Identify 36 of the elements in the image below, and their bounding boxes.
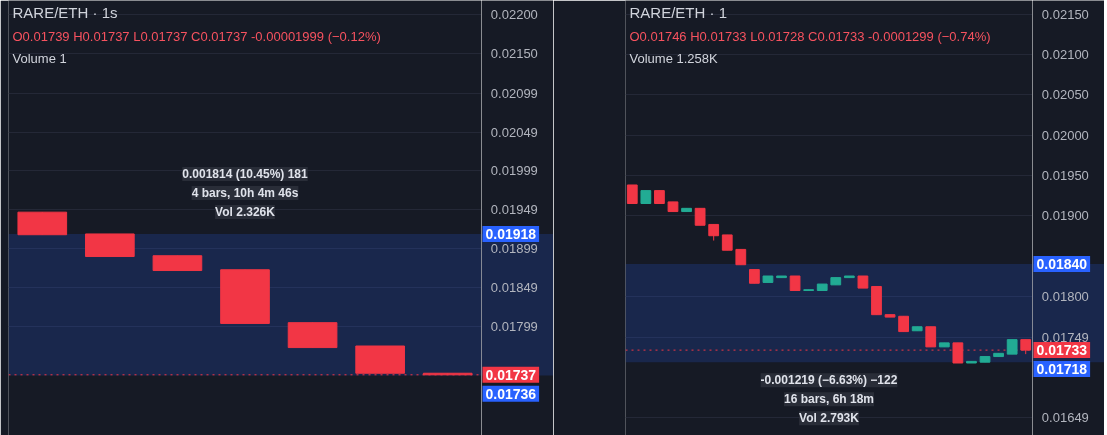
y-tick-label: 0.01749 [1041,329,1089,345]
y-tick-label: 0.01849 [490,280,538,296]
annotation: -0.001219 (−6.63%) −122 [760,373,898,388]
annotation: 0.001814 (10.45%) 181 [182,166,309,181]
annotation: Volume 1 [12,51,67,66]
chart-title: RARE/ETH · 1s [12,4,118,21]
y-tick-label: 0.02150 [1041,6,1089,22]
y-tick-label: 0.02049 [490,124,538,140]
chart-title: RARE/ETH · 1 [629,4,728,21]
annotation: 16 bars, 6h 18m [783,392,875,407]
y-tick-label: 0.02100 [1041,46,1089,62]
text: 0.01840 [1036,255,1088,272]
ref-line-label: 0.01737 [485,366,537,383]
y-tick-label: 0.02200 [490,7,538,23]
y-tick-label: 0.01900 [1041,208,1089,224]
text: 0.01718 [1036,361,1088,378]
annotation: Vol 2.326K [215,204,276,219]
y-tick-label: 0.01649 [1041,410,1089,426]
annotation: 4 bars, 10h 4m 46s [191,185,299,200]
y-tick-label: 0.01999 [490,163,538,179]
text: 0.01736 [485,385,537,402]
annotation: O0.01739 H0.01737 L0.01737 C0.01737 -0.00001999 (−0.12%) [12,29,381,44]
y-tick-label: 0.01899 [490,241,538,257]
y-tick-label: 0.02150 [490,45,538,61]
annotation: Vol 2.793K [799,411,860,426]
y-tick-label: 0.02050 [1041,87,1089,103]
ref-line-label: 0.01733 [1036,342,1088,359]
y-tick-label: 0.01800 [1041,288,1089,304]
annotation: O0.01746 H0.01733 L0.01728 C0.01733 -0.0001299 (−0.74%) [629,29,991,44]
y-tick-label: 0.01949 [490,202,538,218]
text: 0.01918 [485,225,537,242]
y-tick-label: 0.01950 [1041,167,1089,183]
y-tick-label: 0.01799 [490,319,538,335]
y-tick-label: 0.02000 [1041,127,1089,143]
y-tick-label: 0.02099 [490,85,538,101]
annotation: Volume 1.258K [629,51,718,66]
